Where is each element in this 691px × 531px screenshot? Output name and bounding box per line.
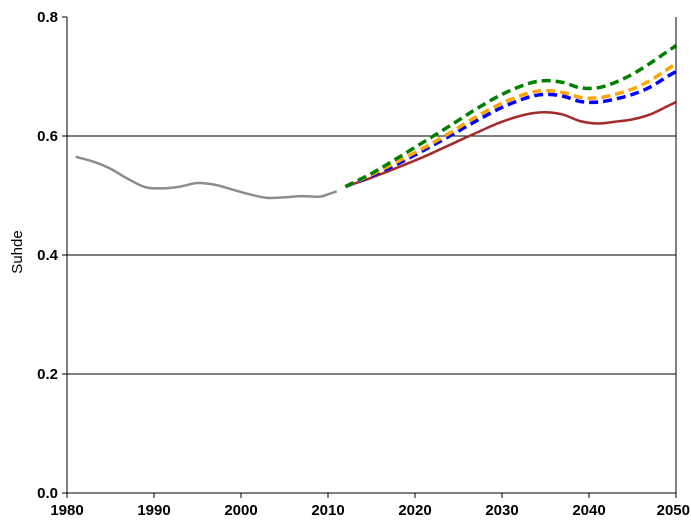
y-tick-label: 0.0 xyxy=(37,485,58,502)
x-tick-label: 1990 xyxy=(137,502,170,519)
x-tick-label: 2020 xyxy=(398,502,431,519)
series-line-5 xyxy=(344,44,677,189)
series-lines xyxy=(75,44,677,200)
y-tick-label: 0.4 xyxy=(37,247,59,264)
x-tick-label: 1980 xyxy=(50,502,83,519)
x-tick-label: 2030 xyxy=(485,502,518,519)
x-tick-label: 2000 xyxy=(224,502,257,519)
series-line-3 xyxy=(344,70,677,189)
gridlines xyxy=(67,135,676,375)
y-tick-label: 0.8 xyxy=(37,9,58,26)
y-tick-label: 0.2 xyxy=(37,366,58,383)
x-tick-label: 2010 xyxy=(311,502,344,519)
x-tick-label: 2050 xyxy=(657,502,690,519)
x-axis: 1980 1990 2000 2010 2020 2030 2040 2050 xyxy=(50,493,690,519)
series-line-1 xyxy=(75,155,338,200)
y-axis: 0.0 0.2 0.4 0.6 0.8 xyxy=(37,9,67,502)
x-tick-label: 2040 xyxy=(572,502,605,519)
y-axis-title: Suhde xyxy=(9,230,26,273)
series-line-4 xyxy=(344,61,677,189)
y-tick-label: 0.6 xyxy=(37,128,58,145)
series-line-2 xyxy=(344,100,677,188)
